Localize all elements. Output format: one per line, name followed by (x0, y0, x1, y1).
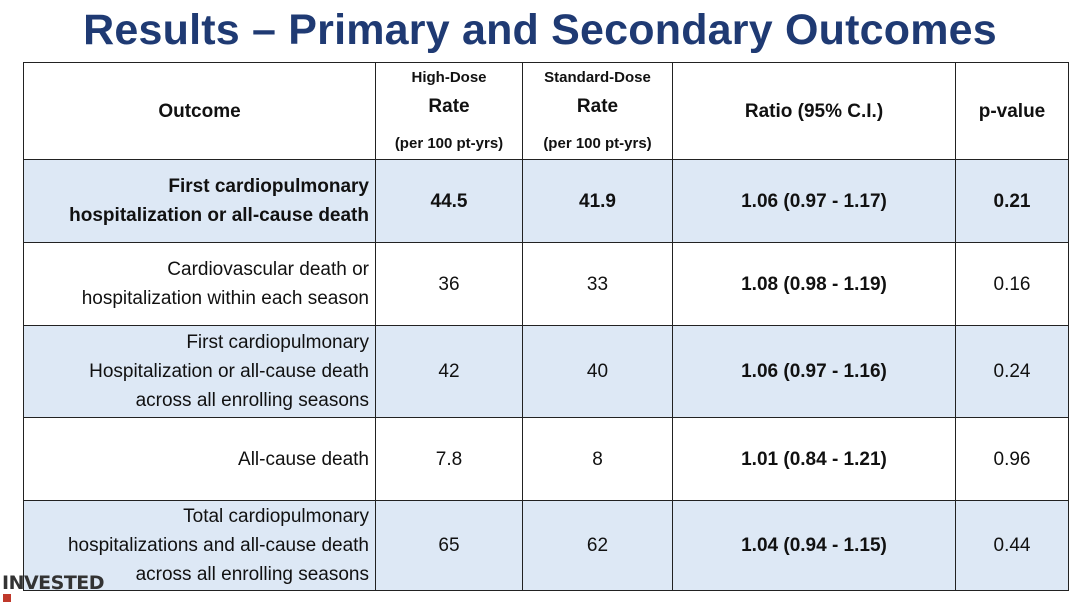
ratio-cell: 1.06 (0.97 - 1.17) (672, 159, 956, 243)
high-dose-cell: 42 (375, 325, 523, 418)
header-high-dose-top: High-Dose (411, 69, 487, 86)
logo-mark-icon (3, 594, 11, 602)
outcome-cell: Total cardiopulmonary hospitalizations a… (23, 500, 376, 591)
ratio-cell: 1.04 (0.94 - 1.15) (672, 500, 956, 591)
ratio-cell: 1.06 (0.97 - 1.16) (672, 325, 956, 418)
header-row: Outcome High-Dose Rate (per 100 pt-yrs) … (23, 62, 1069, 160)
p-value-cell: 0.24 (955, 325, 1069, 418)
high-dose-cell: 7.8 (375, 417, 523, 501)
table-row: Total cardiopulmonary hospitalizations a… (23, 500, 1069, 591)
ratio-cell: 1.01 (0.84 - 1.21) (672, 417, 956, 501)
outcome-line: hospitalization within each season (81, 288, 369, 309)
slide-title: Results – Primary and Secondary Outcomes (83, 6, 997, 54)
high-dose-cell: 36 (375, 242, 523, 326)
table-row: Cardiovascular death or hospitalization … (23, 242, 1069, 326)
outcome-cell: First cardiopulmonary hospitalization or… (23, 159, 376, 243)
header-standard-dose: Standard-Dose Rate (per 100 pt-yrs) (522, 62, 673, 160)
standard-dose-cell: 62 (522, 500, 673, 591)
outcome-line: All-cause death (238, 448, 369, 470)
outcome-line: hospitalization or all-cause death (69, 205, 369, 226)
high-dose-cell: 44.5 (375, 159, 523, 243)
header-high-dose-unit: (per 100 pt-yrs) (394, 135, 504, 152)
outcome-line: Total cardiopulmonary (183, 506, 369, 527)
header-p-value: p-value (955, 62, 1069, 160)
outcome-cell: Cardiovascular death or hospitalization … (23, 242, 376, 326)
outcome-line: hospitalizations and all-cause death (67, 535, 369, 556)
table-row: First cardiopulmonary Hospitalization or… (23, 325, 1069, 418)
p-value-cell: 0.16 (955, 242, 1069, 326)
header-standard-dose-top: Standard-Dose (544, 69, 651, 86)
outcome-line: across all enrolling seasons (135, 390, 369, 411)
header-standard-dose-rate: Rate (576, 96, 619, 117)
p-value-cell: 0.21 (955, 159, 1069, 243)
outcome-line: Cardiovascular death or (167, 259, 369, 280)
results-table: Outcome High-Dose Rate (per 100 pt-yrs) … (23, 62, 1069, 591)
standard-dose-cell: 33 (522, 242, 673, 326)
table-row: First cardiopulmonary hospitalization or… (23, 159, 1069, 243)
header-high-dose: High-Dose Rate (per 100 pt-yrs) (375, 62, 523, 160)
standard-dose-cell: 41.9 (522, 159, 673, 243)
outcome-line: First cardiopulmonary (186, 332, 369, 353)
invested-logo: INVESTED (2, 572, 105, 594)
p-value-cell: 0.96 (955, 417, 1069, 501)
high-dose-cell: 65 (375, 500, 523, 591)
outcome-line: Hospitalization or all-cause death (89, 361, 369, 382)
header-high-dose-rate: Rate (428, 96, 470, 117)
standard-dose-cell: 40 (522, 325, 673, 418)
standard-dose-cell: 8 (522, 417, 673, 501)
outcome-cell: All-cause death (23, 417, 376, 501)
table-row: All-cause death 7.8 8 1.01 (0.84 - 1.21)… (23, 417, 1069, 501)
p-value-cell: 0.44 (955, 500, 1069, 591)
ratio-cell: 1.08 (0.98 - 1.19) (672, 242, 956, 326)
header-outcome: Outcome (23, 62, 376, 160)
outcome-line: across all enrolling seasons (135, 564, 369, 585)
header-ratio: Ratio (95% C.I.) (672, 62, 956, 160)
outcome-cell: First cardiopulmonary Hospitalization or… (23, 325, 376, 418)
outcome-line: First cardiopulmonary (168, 176, 369, 197)
logo-mark (3, 594, 63, 602)
header-standard-dose-unit: (per 100 pt-yrs) (543, 135, 652, 152)
